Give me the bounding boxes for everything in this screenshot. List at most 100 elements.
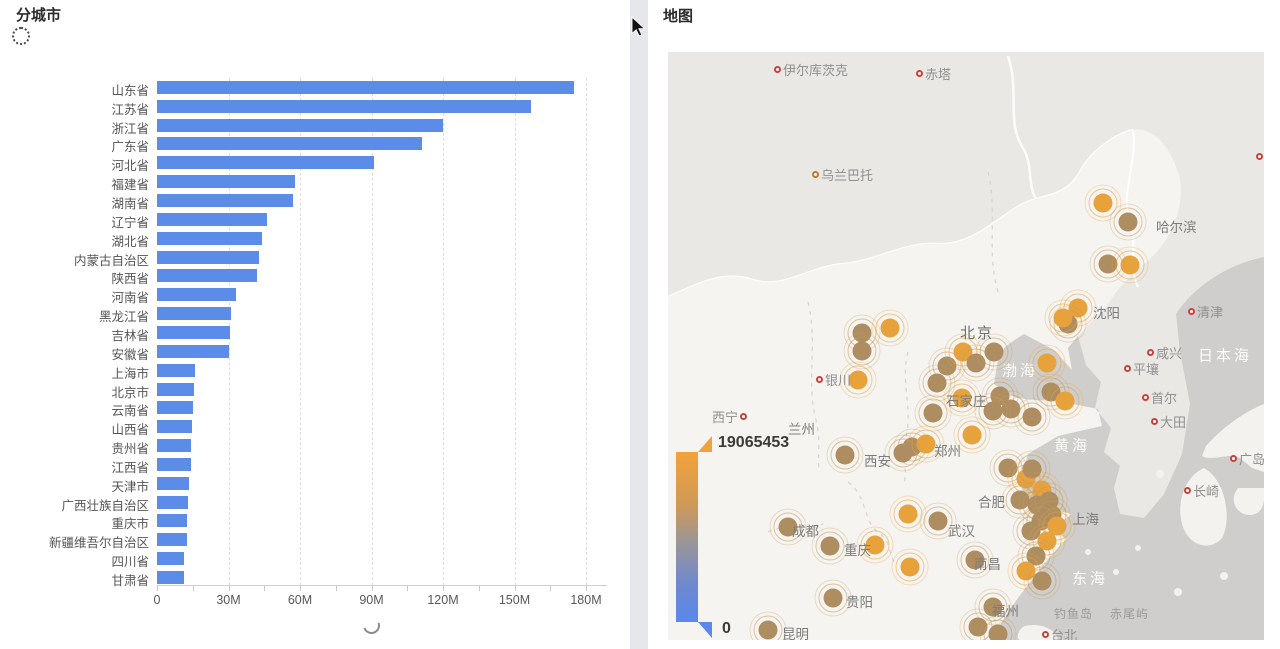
- map-data-marker[interactable]: [811, 527, 849, 565]
- bar[interactable]: [157, 533, 187, 547]
- map-data-marker[interactable]: [814, 579, 852, 617]
- poi-text: 首尔: [1151, 391, 1178, 406]
- bar[interactable]: [157, 420, 193, 434]
- bar[interactable]: [157, 439, 192, 453]
- map-data-marker[interactable]: [891, 548, 929, 586]
- map-data-marker[interactable]: [1013, 398, 1051, 436]
- panel-map: 地图: [648, 0, 1280, 649]
- map-data-marker[interactable]: [839, 361, 877, 399]
- map-data-marker[interactable]: [918, 364, 956, 402]
- map-data-marker[interactable]: [749, 611, 787, 640]
- bar[interactable]: [157, 250, 260, 264]
- map-data-marker[interactable]: [1111, 246, 1149, 284]
- x-tick-label: 150M: [498, 593, 531, 607]
- map-data-marker[interactable]: [1028, 344, 1066, 382]
- bar-category-label: 湖南省: [111, 197, 149, 212]
- bar[interactable]: [157, 363, 196, 377]
- bar[interactable]: [157, 231, 262, 245]
- bar-category-label: 吉林省: [111, 328, 149, 343]
- sea-label: 黄海: [1053, 437, 1091, 455]
- map-data-marker[interactable]: [826, 436, 864, 474]
- bar[interactable]: [157, 269, 258, 283]
- bar[interactable]: [157, 514, 188, 528]
- x-axis-tick: [443, 586, 444, 591]
- x-tick-label: 60M: [287, 593, 313, 607]
- china-map[interactable]: 日本海 渤海 黄海 东海 哈尔滨 沈阳 北京 石家庄 郑州 西安 兰州 成都 重庆 贵阳 昆明 合肥 上海 武汉南…: [668, 52, 1264, 640]
- map-city-label: 哈尔滨: [1156, 220, 1197, 235]
- map-data-marker[interactable]: [956, 541, 994, 579]
- loading-spinner-icon: [12, 27, 30, 45]
- map-data-marker[interactable]: [1084, 184, 1122, 222]
- bar-category-label: 广东省: [111, 140, 149, 155]
- bar-category-label: 安徽省: [111, 347, 149, 362]
- bar-category-label: 云南省: [111, 404, 149, 419]
- bar[interactable]: [157, 325, 230, 339]
- map-data-marker[interactable]: [914, 394, 952, 432]
- bar[interactable]: [157, 401, 193, 415]
- map-poi-label: [1256, 153, 1264, 160]
- bar-category-label: 上海市: [111, 366, 149, 381]
- bar[interactable]: [157, 212, 267, 226]
- bar-row: 福建省: [0, 172, 630, 192]
- poi-text: 赤塔: [925, 67, 952, 82]
- bar[interactable]: [157, 288, 236, 302]
- bar[interactable]: [157, 552, 185, 566]
- poi-text: 银川: [825, 373, 852, 388]
- bar[interactable]: [157, 137, 422, 151]
- bar[interactable]: [157, 156, 374, 170]
- map-data-marker[interactable]: [974, 392, 1012, 430]
- city-chart-title: 分城市: [16, 7, 62, 24]
- x-axis-tick: [264, 586, 266, 591]
- map-data-marker[interactable]: [1046, 382, 1084, 420]
- bar[interactable]: [157, 80, 575, 94]
- map-city-label: 贵阳: [846, 595, 873, 610]
- bar[interactable]: [157, 344, 229, 358]
- map-city-label: 福州: [992, 604, 1019, 619]
- bar[interactable]: [157, 99, 532, 113]
- map-data-marker[interactable]: [975, 333, 1013, 371]
- map-data-marker[interactable]: [1109, 203, 1147, 241]
- bar-row: 山西省: [0, 417, 630, 437]
- gridline: [586, 78, 587, 585]
- map-poi-label: 咸兴: [1147, 343, 1182, 362]
- bar[interactable]: [157, 571, 184, 585]
- bar[interactable]: [157, 175, 296, 189]
- bar[interactable]: [157, 476, 190, 490]
- bar-row: 新疆维吾尔自治区: [0, 530, 630, 550]
- map-data-marker[interactable]: [884, 434, 922, 472]
- poi-text: 乌兰巴托: [821, 168, 874, 183]
- legend-max-arrow-icon: [698, 436, 712, 452]
- map-data-marker[interactable]: [919, 502, 957, 540]
- map-data-marker[interactable]: [979, 615, 1017, 640]
- panel-divider-scrollbar[interactable]: [630, 0, 648, 649]
- bar-row: 安徽省: [0, 342, 630, 362]
- map-data-marker[interactable]: [871, 309, 909, 347]
- poi-dot-icon: [816, 376, 823, 383]
- map-data-marker[interactable]: [1044, 299, 1082, 337]
- poi-text: 长崎: [1193, 484, 1220, 499]
- poi-text: 西宁: [712, 410, 739, 425]
- map-data-marker[interactable]: [856, 526, 894, 564]
- panel-city-chart: 分城市 山东省 江苏省 浙江省 广东省 河北省 福建省 湖南省 辽宁省 湖北省 内蒙古自治区 陕西省…: [0, 0, 630, 649]
- x-axis-tick: [371, 586, 373, 591]
- bar[interactable]: [157, 495, 188, 509]
- map-data-marker[interactable]: [953, 416, 991, 454]
- map-poi-label: 伊尔库茨克: [774, 60, 848, 79]
- map-data-marker[interactable]: [889, 495, 927, 533]
- bar[interactable]: [157, 457, 191, 471]
- bar[interactable]: [157, 382, 194, 396]
- map-data-marker[interactable]: [843, 332, 881, 370]
- poi-text: 清津: [1197, 305, 1224, 320]
- map-poi-label: 广岛: [1230, 449, 1264, 468]
- poi-dot-icon: [916, 70, 923, 77]
- map-data-marker[interactable]: [1023, 562, 1061, 600]
- bar[interactable]: [157, 194, 293, 208]
- bar-category-label: 黑龙江省: [98, 310, 149, 325]
- map-data-marker[interactable]: [769, 508, 807, 546]
- bar[interactable]: [157, 307, 231, 321]
- bar-row: 河南省: [0, 285, 630, 305]
- poi-dot-icon: [812, 171, 819, 178]
- bar-row: 广西壮族自治区: [0, 493, 630, 513]
- bar-category-label: 重庆市: [111, 517, 149, 532]
- bar[interactable]: [157, 118, 443, 132]
